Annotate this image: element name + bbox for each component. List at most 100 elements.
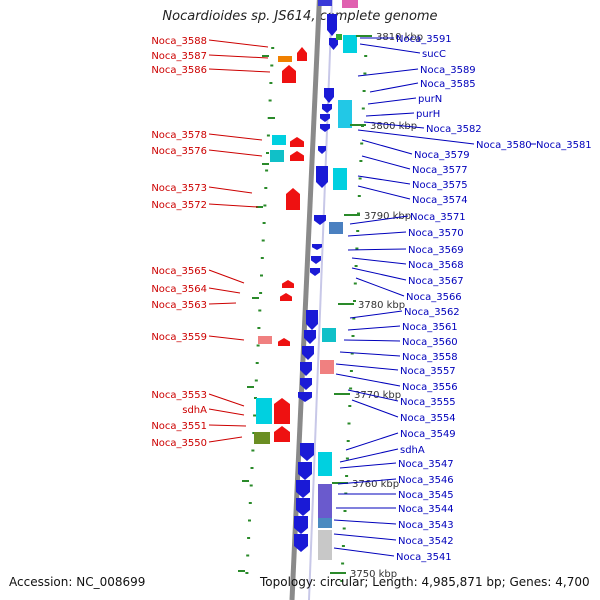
right-gene-label: Noca_3546	[398, 475, 454, 486]
accession-text: Accession: NC_008699	[9, 575, 146, 589]
gene-arrow-minus	[298, 392, 312, 402]
tick-mark	[242, 480, 249, 482]
gene-arrow-minus	[306, 310, 318, 330]
tick-mark	[238, 570, 245, 572]
tick-mark	[343, 510, 347, 512]
gene-arrow-plus	[290, 137, 304, 147]
right-leader-line	[349, 310, 403, 319]
tick-mark	[345, 457, 349, 460]
gene-arrow-minus	[322, 104, 332, 113]
gene-arrow-plus	[297, 47, 307, 61]
right-gene-label: Noca_3562	[404, 307, 460, 318]
scale-label: 3770 kbp	[354, 390, 401, 401]
tick-mark	[358, 177, 362, 180]
tick-mark	[357, 195, 361, 197]
gene-box-gray	[318, 530, 332, 560]
tick-mark	[357, 212, 360, 215]
right-leader-line	[361, 139, 413, 155]
left-leader-line	[208, 335, 245, 341]
right-gene-label: Noca_3561	[402, 322, 458, 333]
left-labels: Noca_3588 Noca_3587 Noca_3586 Noca_3578 Noca…	[151, 36, 271, 449]
tick-mark	[259, 292, 263, 294]
tick-mark	[350, 352, 354, 355]
gene-box-green	[336, 34, 342, 40]
tick-mark	[248, 502, 252, 504]
right-leader-line	[357, 129, 475, 145]
scale-labels: 3810 kbp 3800 kbp 3790 kbp 3780 kbp 3770 kbp…	[330, 32, 423, 580]
right-gene-label: Noca_3575	[412, 180, 468, 191]
scale-tick	[332, 482, 348, 484]
tick-mark	[353, 300, 356, 302]
tick-mark	[270, 64, 274, 67]
tick-mark	[341, 562, 345, 565]
right-gene-label: Noca_3566	[406, 292, 462, 303]
gene-box-cyan	[338, 100, 352, 128]
tick-mark	[263, 204, 267, 207]
gene-arrow-minus	[294, 516, 308, 534]
gene-box-cyan	[333, 168, 347, 190]
tick-mark	[256, 206, 263, 208]
tick-mark	[355, 247, 359, 250]
right-gene-label: Noca_3577	[412, 165, 468, 176]
tick-mark	[245, 572, 249, 574]
gene-box-cyan	[256, 398, 272, 424]
right-leader-line	[351, 399, 399, 418]
right-leader-line	[369, 82, 419, 93]
right-leader-line	[363, 121, 425, 129]
tick-mark	[255, 362, 259, 364]
gene-arrow-minus	[324, 88, 334, 103]
right-leader-line	[339, 448, 399, 463]
tick-mark	[247, 386, 254, 388]
right-gene-label: Noca_3547	[398, 459, 454, 470]
right-gene-label: Noca_3580	[476, 140, 532, 151]
scale-tick	[356, 35, 372, 37]
tick-mark	[351, 335, 355, 337]
right-gene-label: Noca_3558	[402, 352, 458, 363]
right-leader-line	[357, 68, 419, 77]
left-leader-line	[208, 287, 241, 294]
right-gene-label: Noca_3567	[408, 276, 464, 287]
right-leader-line	[351, 267, 407, 281]
tick-mark	[266, 134, 270, 137]
tick-mark	[348, 405, 352, 407]
tick-mark	[269, 82, 273, 84]
gene-arrow-minus	[294, 534, 308, 552]
right-gene-label: Noca_3585	[420, 79, 476, 90]
scale-tick	[330, 572, 346, 574]
gene-arrow-minus	[298, 462, 312, 480]
right-leader-line	[333, 519, 397, 525]
right-leader-line	[343, 339, 401, 342]
tick-mark	[260, 257, 264, 259]
tick-mark	[352, 317, 356, 320]
tick-mark	[362, 90, 366, 92]
gene-arrow-minus	[300, 378, 312, 390]
gene-box-purple	[318, 484, 332, 518]
gene-arrow-minus	[314, 215, 326, 225]
tick-mark	[252, 432, 256, 434]
gene-box-cyan	[343, 35, 357, 53]
tick-mark	[248, 519, 251, 522]
left-leader-line	[208, 186, 253, 194]
left-leader-line	[208, 302, 237, 305]
gene-arrow-minus	[316, 166, 328, 188]
right-gene-label: Noca_3574	[412, 195, 468, 206]
tick-mark	[257, 327, 261, 329]
gene-features	[254, 0, 358, 560]
right-gene-label: Noca_3581	[536, 140, 592, 151]
left-leader-line	[208, 393, 245, 407]
tick-mark	[252, 297, 259, 299]
left-gene-label: Noca_3553	[151, 390, 207, 401]
gene-box-steel	[329, 222, 343, 234]
left-gene-label: Noca_3586	[151, 65, 207, 76]
gene-arrow-plus	[274, 426, 290, 442]
left-leader-line	[208, 39, 269, 48]
left-gene-label: Noca_3578	[151, 130, 207, 141]
left-leader-line	[208, 408, 245, 416]
tick-mark	[361, 107, 365, 110]
right-leader-line	[347, 389, 399, 402]
gene-arrow-minus	[320, 114, 330, 122]
gene-box-cyan	[272, 135, 286, 145]
tick-mark	[360, 142, 364, 145]
gene-arrow-minus	[312, 244, 322, 250]
